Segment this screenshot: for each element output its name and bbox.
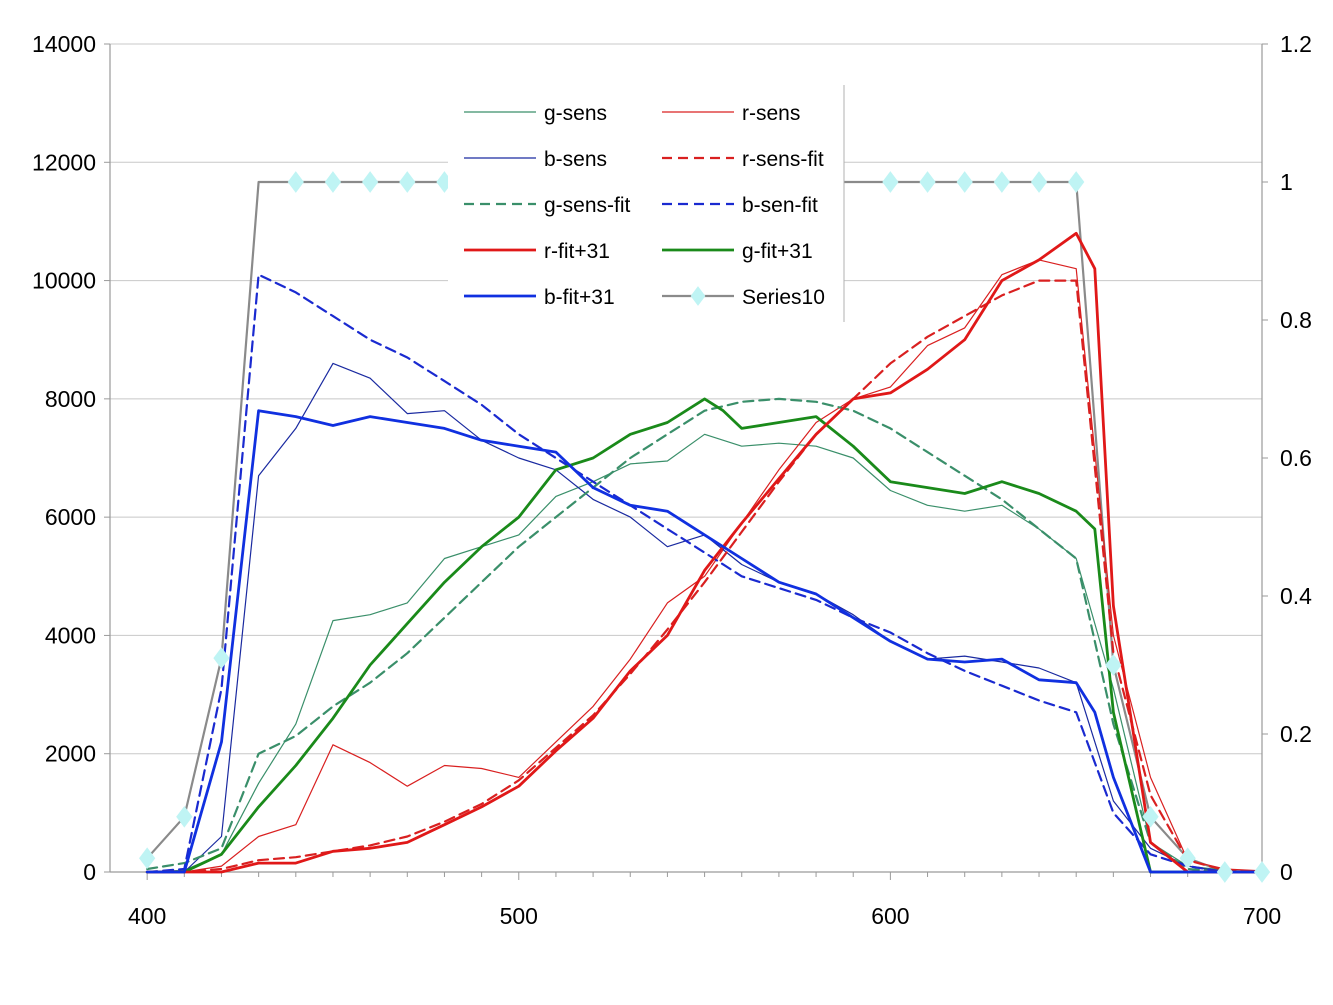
series-line-r-fit-31 — [145, 231, 1264, 874]
legend-label: g-sens-fit — [544, 194, 631, 217]
x-tick-label: 400 — [128, 903, 166, 929]
series-line-b-fit-31 — [145, 409, 1264, 874]
series-line-g-fit-31 — [145, 397, 1264, 874]
series10-marker — [362, 171, 379, 193]
series-line-r-sens-fit — [146, 279, 1264, 874]
series10-marker — [287, 171, 304, 193]
series-line-g-sens-fit — [146, 397, 1264, 874]
y2-tick-label: 1 — [1280, 169, 1293, 195]
series10-marker — [882, 171, 899, 193]
legend-label: r-sens — [742, 102, 800, 125]
series10-marker — [213, 647, 230, 669]
y-tick-label: 8000 — [45, 386, 96, 412]
legend-label: b-sens — [544, 148, 607, 171]
series10-marker — [1105, 654, 1122, 676]
legend-label: r-fit+31 — [544, 240, 610, 263]
y-tick-label: 12000 — [32, 149, 96, 175]
y2-tick-label: 1.2 — [1280, 31, 1312, 57]
legend-label: r-sens-fit — [742, 148, 824, 171]
y2-tick-label: 0.4 — [1280, 583, 1312, 609]
series10-marker — [324, 171, 342, 193]
y2-tick-label: 0.2 — [1280, 721, 1312, 747]
legend-marker — [690, 286, 706, 306]
legend-label: g-sens — [544, 102, 607, 125]
x-tick-label: 600 — [871, 903, 909, 929]
series10-marker — [1253, 861, 1271, 883]
series10-marker — [1179, 847, 1196, 870]
series10-marker — [919, 171, 936, 193]
y-tick-label: 10000 — [32, 268, 96, 294]
legend-label: g-fit+31 — [742, 240, 813, 263]
legend-label: Series10 — [742, 286, 825, 309]
series10-marker — [1030, 171, 1048, 193]
series-line-b-sens — [146, 362, 1263, 873]
series10-marker — [139, 847, 156, 870]
y-tick-label: 14000 — [32, 31, 96, 57]
series10-marker — [176, 805, 193, 828]
series-line-g-sens — [146, 433, 1263, 873]
series10-marker — [1068, 171, 1085, 193]
legend: g-sens r-sens b-sens r-sens-fit g-sens-fit b-… — [448, 85, 845, 322]
series10-marker — [1142, 805, 1159, 828]
x-tick-label: 500 — [500, 903, 538, 929]
series10-marker — [1216, 861, 1233, 883]
x-tick-label: 700 — [1243, 903, 1281, 929]
series10-marker — [993, 171, 1010, 193]
legend-label: b-sen-fit — [742, 194, 818, 217]
series10-marker — [399, 171, 416, 193]
y-tick-label: 4000 — [45, 622, 96, 648]
series-line-b-sen-fit — [146, 273, 1264, 874]
y2-tick-label: 0.8 — [1280, 307, 1312, 333]
series10-marker — [956, 171, 973, 193]
axis-layer: 0 2000 4000 6000 8000 10000 12000 14000 0 0.2 0.4 0… — [32, 31, 1312, 929]
y-tick-label: 0 — [83, 859, 96, 885]
y-tick-label: 6000 — [45, 504, 96, 530]
y-tick-label: 2000 — [45, 741, 96, 767]
series-line-r-sens — [146, 259, 1263, 873]
y2-tick-label: 0 — [1280, 859, 1293, 885]
legend-label: b-fit+31 — [544, 286, 615, 309]
y2-tick-label: 0.6 — [1280, 445, 1312, 471]
